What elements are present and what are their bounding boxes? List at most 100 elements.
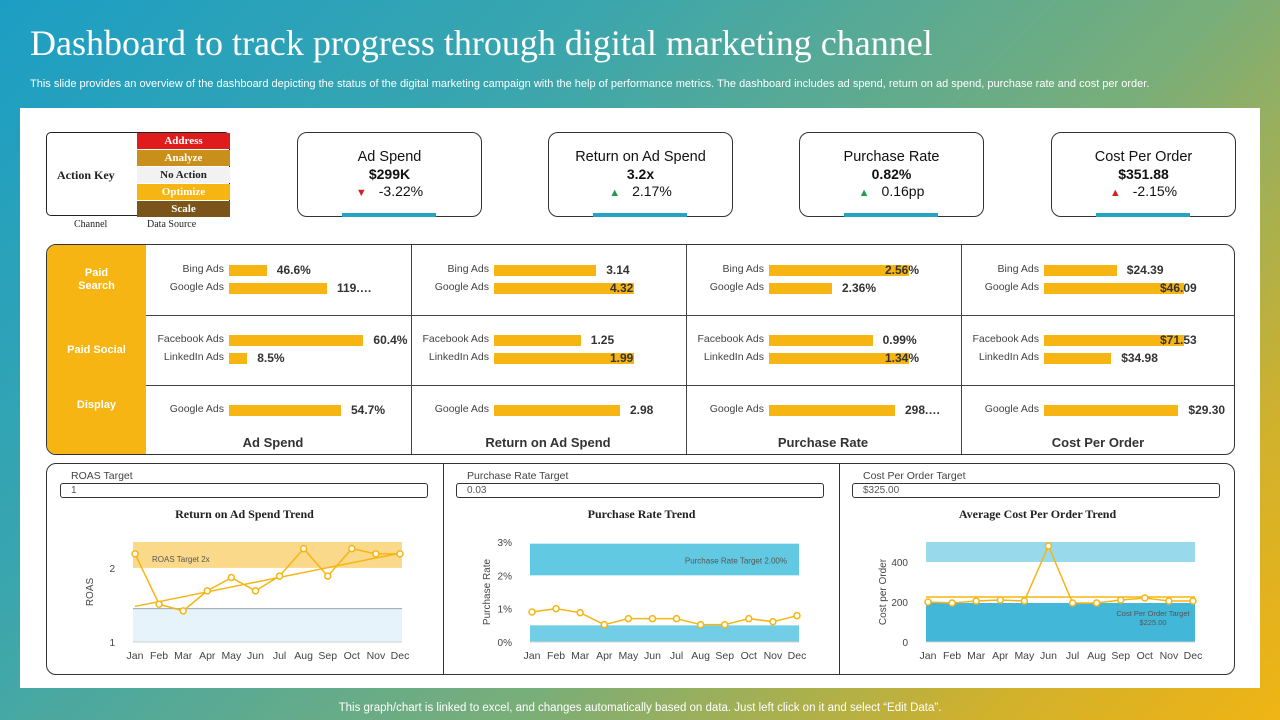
data-point[interactable] xyxy=(131,550,139,558)
kpi-card-ad-spend[interactable]: Ad Spend $299K ▼ -3.22% xyxy=(297,132,482,217)
metric-bar[interactable] xyxy=(229,405,341,416)
data-point[interactable] xyxy=(1165,597,1173,605)
metric-bar[interactable] xyxy=(769,283,832,294)
data-point[interactable] xyxy=(348,544,356,553)
roas-target-input[interactable] xyxy=(60,483,428,498)
bar-category-label: Google Ads xyxy=(709,281,764,293)
metric-bar[interactable] xyxy=(229,335,364,346)
data-point[interactable] xyxy=(179,607,187,615)
action-key-no-action[interactable]: No Action xyxy=(137,167,230,183)
data-point[interactable] xyxy=(720,620,729,629)
bar-category-label: LinkedIn Ads xyxy=(978,351,1039,363)
data-point[interactable] xyxy=(323,572,332,580)
data-point[interactable] xyxy=(1020,597,1029,605)
metric-bar[interactable] xyxy=(1044,283,1184,294)
data-point[interactable] xyxy=(696,620,705,629)
data-point[interactable] xyxy=(251,587,260,595)
x-tick-label: May xyxy=(221,650,242,662)
lower-band xyxy=(530,625,799,642)
data-point[interactable] xyxy=(972,597,980,605)
kpi-delta: -2.15% xyxy=(1132,183,1178,199)
bar-value-label: 2.56% xyxy=(885,263,920,277)
purchase-rate-trend-chart[interactable]: Purchase Rate Trend Purchase Rate Target … xyxy=(444,502,839,672)
metric-bar[interactable] xyxy=(769,353,909,364)
metric-bar[interactable] xyxy=(1044,335,1184,346)
metric-bar[interactable] xyxy=(229,265,267,276)
metric-bar[interactable] xyxy=(769,265,909,276)
x-tick-label: Apr xyxy=(596,650,613,662)
data-point[interactable] xyxy=(275,572,284,580)
data-point[interactable] xyxy=(372,550,380,558)
x-tick-label: Dec xyxy=(391,650,410,662)
series-line xyxy=(134,547,400,612)
data-source-caption: Data Source xyxy=(147,219,197,230)
data-point[interactable] xyxy=(1189,597,1197,605)
x-tick-label: Dec xyxy=(788,650,807,662)
metric-bar[interactable] xyxy=(1044,353,1112,364)
metric-bar[interactable] xyxy=(229,353,248,364)
bar-value-label: 0.99% xyxy=(882,333,917,347)
bar-value-label: 4.32 xyxy=(610,281,634,295)
data-point[interactable] xyxy=(1092,599,1101,607)
metric-bar[interactable] xyxy=(1044,265,1117,276)
x-tick-label: Aug xyxy=(294,650,313,662)
bar-value-label: 298.… xyxy=(905,403,941,417)
data-point[interactable] xyxy=(600,620,609,629)
column-title-purchase-rate: Purchase Rate xyxy=(777,435,869,450)
kpi-card-roas[interactable]: Return on Ad Spend 3.2x ▲ 2.17% xyxy=(548,132,733,217)
action-key-title: Action Key xyxy=(57,168,115,182)
purchase-rate-target-input[interactable] xyxy=(456,483,824,498)
metric-bar[interactable] xyxy=(494,405,620,416)
metric-bar[interactable] xyxy=(1044,405,1179,416)
data-point[interactable] xyxy=(1044,542,1053,550)
data-point[interactable] xyxy=(1116,596,1125,604)
x-tick-label: Oct xyxy=(741,650,757,662)
data-point[interactable] xyxy=(648,614,657,623)
kpi-card-purchase-rate[interactable]: Purchase Rate 0.82% ▲ 0.16pp xyxy=(799,132,984,217)
column-divider xyxy=(411,245,412,454)
target-band xyxy=(530,543,799,576)
data-point[interactable] xyxy=(576,608,584,617)
action-key-scale[interactable]: Scale xyxy=(137,201,230,217)
bar-value-label: 1.99 xyxy=(610,351,634,365)
data-point[interactable] xyxy=(769,617,777,626)
y-tick-label: 2 xyxy=(109,564,115,575)
bar-category-label: Facebook Ads xyxy=(972,333,1039,345)
metric-bar[interactable] xyxy=(494,283,634,294)
data-point[interactable] xyxy=(1141,594,1149,602)
y-axis-label: ROAS xyxy=(85,578,96,607)
y-tick-label: 3% xyxy=(498,538,513,549)
data-point[interactable] xyxy=(624,614,633,623)
metric-bar[interactable] xyxy=(769,405,895,416)
data-point[interactable] xyxy=(1068,599,1077,607)
bar-category-label: Bing Ads xyxy=(722,263,764,275)
roas-trend-chart[interactable]: Return on Ad Spend Trend ROAS Target 2x 1 2… xyxy=(47,502,443,672)
data-point[interactable] xyxy=(745,614,753,623)
data-point[interactable] xyxy=(155,600,163,608)
action-key-address[interactable]: Address xyxy=(137,133,230,149)
data-point[interactable] xyxy=(793,611,801,620)
cost-per-order-target-input[interactable] xyxy=(852,483,1220,498)
column-divider xyxy=(961,245,962,454)
metric-bar[interactable] xyxy=(494,265,597,276)
action-key-optimize[interactable]: Optimize xyxy=(137,184,230,200)
x-tick-label: Dec xyxy=(1184,650,1203,662)
kpi-card-cost-per-order[interactable]: Cost Per Order $351.88 ▲ -2.15% xyxy=(1051,132,1236,217)
x-tick-label: Aug xyxy=(1087,650,1106,662)
metric-bar[interactable] xyxy=(229,283,327,294)
data-point[interactable] xyxy=(227,573,236,582)
data-point[interactable] xyxy=(552,604,560,613)
data-point[interactable] xyxy=(396,550,404,558)
cost-per-order-trend-chart[interactable]: Average Cost Per Order Trend Cost Per Ord… xyxy=(840,502,1235,672)
data-point[interactable] xyxy=(672,614,681,623)
data-point[interactable] xyxy=(299,544,308,553)
data-point[interactable] xyxy=(528,608,536,616)
data-point[interactable] xyxy=(948,599,956,607)
action-key-analyze[interactable]: Analyze xyxy=(137,150,230,166)
data-point[interactable] xyxy=(924,598,932,606)
metric-bar[interactable] xyxy=(769,335,873,346)
data-point[interactable] xyxy=(203,587,212,595)
data-point[interactable] xyxy=(996,596,1005,604)
metric-bar[interactable] xyxy=(494,353,634,364)
metric-bar[interactable] xyxy=(494,335,581,346)
